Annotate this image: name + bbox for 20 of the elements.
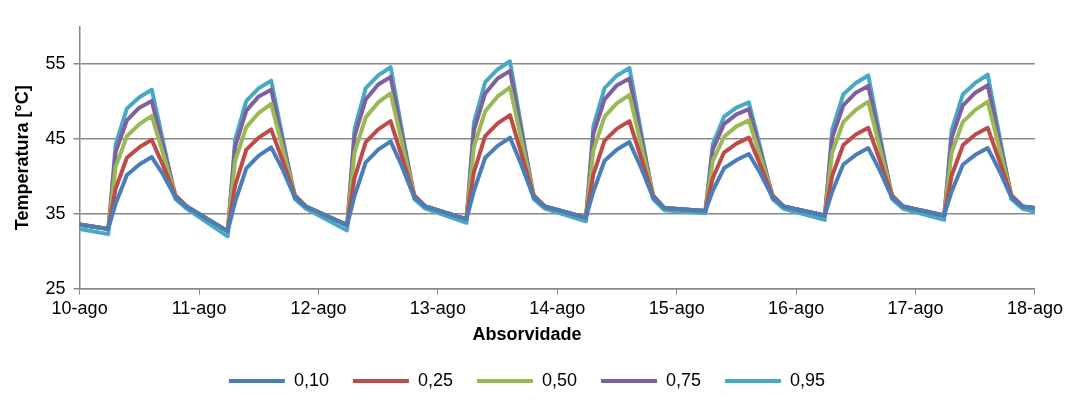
x-tick-label: 18-ago: [1006, 297, 1064, 318]
y-tick-label: 55: [45, 53, 66, 74]
legend-label: 0,75: [666, 369, 702, 390]
y-tick-label: 45: [45, 128, 66, 149]
x-tick-label: 10-ago: [51, 297, 108, 318]
y-tick-label: 35: [45, 202, 66, 223]
x-tick-label: 14-ago: [529, 297, 586, 318]
legend-label: 0,10: [293, 369, 329, 390]
y-tick-label: 25: [45, 277, 66, 298]
legend-label: 0,25: [417, 369, 453, 390]
y-axis-title: Temperatura [°C]: [11, 85, 32, 231]
legend-label: 0,95: [790, 369, 826, 390]
x-tick-label: 16-ago: [768, 297, 825, 318]
x-tick-label: 11-ago: [171, 297, 227, 318]
legend-label: 0,50: [541, 369, 578, 390]
legend-title: Absorvidade: [472, 324, 582, 345]
x-tick-label: 17-ago: [887, 297, 944, 318]
x-tick-label: 13-ago: [409, 297, 466, 318]
x-tick-label: 12-ago: [290, 297, 347, 318]
x-tick-label: 15-ago: [648, 297, 705, 318]
